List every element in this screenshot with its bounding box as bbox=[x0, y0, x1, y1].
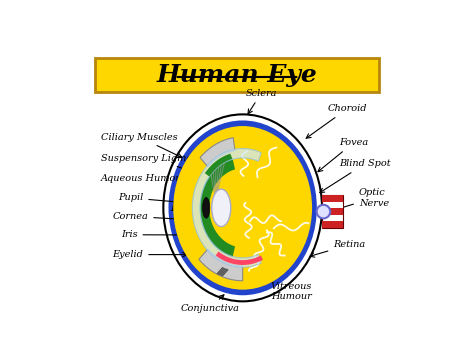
Text: Sclera: Sclera bbox=[246, 89, 277, 114]
FancyBboxPatch shape bbox=[322, 195, 343, 228]
Text: Human Eye: Human Eye bbox=[156, 63, 318, 87]
Text: Eyelid: Eyelid bbox=[112, 250, 187, 259]
Text: Optic
Nerve: Optic Nerve bbox=[327, 188, 389, 213]
Ellipse shape bbox=[164, 114, 322, 301]
Ellipse shape bbox=[168, 120, 317, 295]
Text: Suspensory Ligments: Suspensory Ligments bbox=[101, 154, 207, 172]
Text: Cornea: Cornea bbox=[112, 212, 192, 222]
FancyBboxPatch shape bbox=[322, 208, 343, 215]
Text: Choroid: Choroid bbox=[306, 104, 367, 138]
Text: Lens: Lens bbox=[171, 201, 217, 214]
Text: Fovea: Fovea bbox=[318, 138, 368, 172]
Text: Retina: Retina bbox=[310, 240, 365, 257]
FancyBboxPatch shape bbox=[95, 58, 379, 92]
Circle shape bbox=[317, 205, 330, 218]
Text: Pupil: Pupil bbox=[118, 193, 199, 206]
FancyBboxPatch shape bbox=[322, 195, 343, 202]
Text: Vitreous
Humour: Vitreous Humour bbox=[260, 277, 312, 301]
Text: Conjunctiva: Conjunctiva bbox=[180, 295, 239, 313]
Polygon shape bbox=[200, 159, 234, 256]
Polygon shape bbox=[200, 138, 235, 167]
Text: Ciliary Muscles: Ciliary Muscles bbox=[101, 132, 182, 158]
Ellipse shape bbox=[173, 126, 312, 290]
Ellipse shape bbox=[202, 198, 210, 218]
Text: Aqueous Humour: Aqueous Humour bbox=[101, 174, 199, 188]
Polygon shape bbox=[199, 249, 243, 281]
Polygon shape bbox=[192, 148, 261, 267]
Text: Blind Spot: Blind Spot bbox=[320, 159, 391, 193]
FancyBboxPatch shape bbox=[322, 221, 343, 228]
Text: Iris: Iris bbox=[121, 230, 197, 239]
Ellipse shape bbox=[212, 189, 231, 226]
